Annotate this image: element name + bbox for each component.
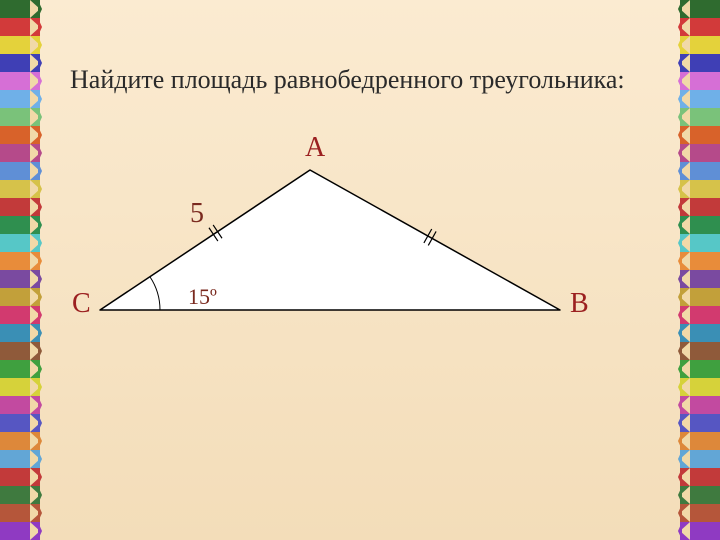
pencil-icon — [680, 306, 720, 324]
pencil-icon — [680, 90, 720, 108]
pencil-icon — [0, 252, 40, 270]
vertex-label-c: C — [72, 288, 91, 320]
pencil-icon — [0, 108, 40, 126]
pencil-icon — [0, 432, 40, 450]
pencil-icon — [0, 306, 40, 324]
pencil-border-left — [0, 0, 40, 540]
pencil-icon — [680, 36, 720, 54]
pencil-icon — [680, 324, 720, 342]
pencil-icon — [680, 486, 720, 504]
pencil-icon — [680, 288, 720, 306]
pencil-icon — [0, 288, 40, 306]
pencil-icon — [0, 342, 40, 360]
pencil-icon — [680, 72, 720, 90]
pencil-icon — [0, 504, 40, 522]
pencil-icon — [0, 144, 40, 162]
pencil-icon — [680, 360, 720, 378]
side-length-label: 5 — [190, 198, 204, 230]
pencil-icon — [0, 522, 40, 540]
pencil-icon — [0, 18, 40, 36]
pencil-icon — [680, 18, 720, 36]
pencil-icon — [680, 522, 720, 540]
pencil-icon — [0, 378, 40, 396]
angle-label: 15º — [188, 284, 217, 310]
pencil-border-right — [680, 0, 720, 540]
pencil-icon — [680, 54, 720, 72]
pencil-icon — [680, 468, 720, 486]
pencil-icon — [0, 450, 40, 468]
pencil-icon — [680, 432, 720, 450]
pencil-icon — [680, 144, 720, 162]
pencil-icon — [680, 504, 720, 522]
pencil-icon — [680, 216, 720, 234]
pencil-icon — [0, 360, 40, 378]
pencil-icon — [0, 396, 40, 414]
pencil-icon — [680, 126, 720, 144]
pencil-icon — [0, 126, 40, 144]
pencil-icon — [680, 396, 720, 414]
vertex-label-b: B — [570, 288, 589, 320]
pencil-icon — [0, 162, 40, 180]
pencil-icon — [680, 108, 720, 126]
pencil-icon — [0, 468, 40, 486]
pencil-icon — [680, 450, 720, 468]
pencil-icon — [0, 270, 40, 288]
pencil-icon — [680, 198, 720, 216]
pencil-icon — [0, 198, 40, 216]
pencil-icon — [0, 216, 40, 234]
pencil-icon — [680, 252, 720, 270]
pencil-icon — [0, 54, 40, 72]
pencil-icon — [680, 0, 720, 18]
pencil-icon — [680, 414, 720, 432]
pencil-icon — [0, 90, 40, 108]
pencil-icon — [680, 162, 720, 180]
pencil-icon — [680, 378, 720, 396]
pencil-icon — [0, 36, 40, 54]
pencil-icon — [0, 72, 40, 90]
pencil-icon — [0, 324, 40, 342]
slide-root: Найдите площадь равнобедренного треуголь… — [0, 0, 720, 540]
pencil-icon — [0, 486, 40, 504]
pencil-icon — [680, 180, 720, 198]
pencil-icon — [680, 270, 720, 288]
vertex-label-a: A — [305, 132, 325, 164]
pencil-icon — [0, 180, 40, 198]
pencil-icon — [680, 234, 720, 252]
pencil-icon — [0, 0, 40, 18]
triangle-figure: A B C 5 15º — [80, 150, 640, 410]
triangle-svg — [80, 150, 640, 410]
pencil-icon — [0, 234, 40, 252]
problem-title: Найдите площадь равнобедренного треуголь… — [70, 65, 625, 95]
pencil-icon — [680, 342, 720, 360]
pencil-icon — [0, 414, 40, 432]
